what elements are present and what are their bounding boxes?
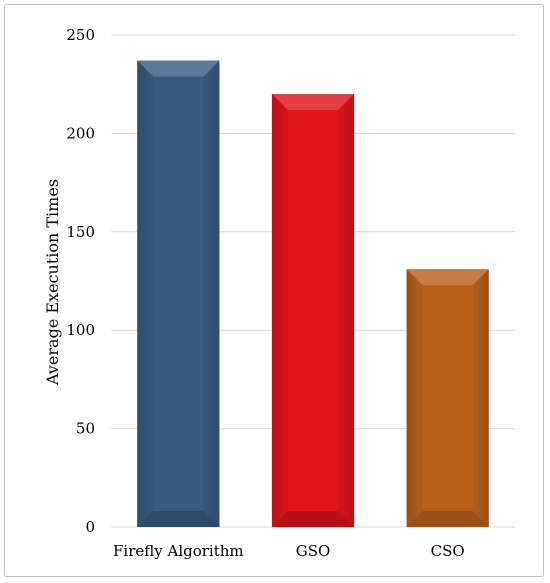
y-tick-label: 200	[66, 124, 95, 142]
x-category-labels: Firefly Algorithm GSO CSO	[113, 542, 465, 560]
bar-bevel-left	[271, 94, 288, 527]
bar-bevel-bottom	[271, 511, 355, 527]
bar-bevel-right	[338, 94, 355, 527]
bar	[271, 94, 355, 527]
bar-bevel-bottom	[406, 511, 489, 527]
y-tick-label: 0	[85, 518, 95, 536]
y-tick-label: 100	[66, 321, 95, 339]
bars	[137, 60, 489, 528]
y-tick-label: 150	[66, 223, 95, 241]
bar-bevel-top	[137, 60, 220, 77]
bar-bevel-right	[472, 269, 489, 527]
y-axis-title: Average Execution Times	[43, 179, 62, 386]
bar-bevel-left	[406, 269, 423, 527]
bar	[137, 60, 220, 528]
y-tick-labels: 0 50 100 150 200 250	[66, 26, 95, 536]
bar-bevel-bottom	[137, 511, 220, 527]
bar-bevel-top	[406, 269, 489, 286]
x-category-label: CSO	[431, 542, 465, 560]
x-category-label: Firefly Algorithm	[113, 542, 244, 560]
bar-bevel-right	[203, 60, 220, 528]
bar-bevel-left	[137, 60, 154, 528]
y-tick-label: 50	[76, 420, 95, 438]
bar	[406, 269, 489, 527]
y-tick-label: 250	[66, 26, 95, 44]
x-category-label: GSO	[296, 542, 331, 560]
bar-bevel-top	[271, 94, 355, 111]
